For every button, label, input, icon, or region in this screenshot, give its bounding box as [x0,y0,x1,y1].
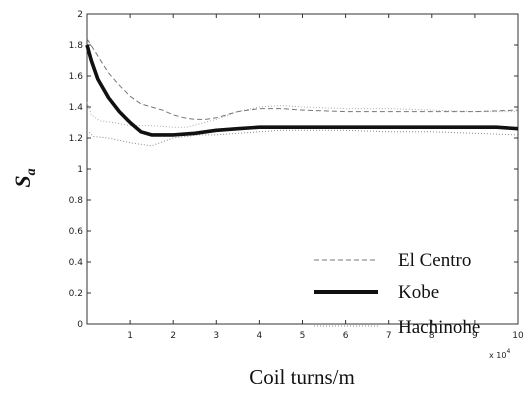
y-tick-label: 0.8 [69,196,84,206]
x-tick-label: 9 [472,331,478,341]
legend-label-hachinohe: Hachinohe [398,317,480,338]
x-tick-label: 7 [386,331,392,341]
x-tick-label: 5 [300,331,306,341]
plot-area [86,13,519,325]
series-line-kobe [85,44,519,137]
legend-label-el-centro: El Centro [398,250,471,271]
x-multiplier-exponent: 4 [506,348,510,355]
x-tick-label: 3 [213,331,219,341]
y-tick-label: 0.2 [69,289,83,299]
y-tick-label: 0 [77,320,83,330]
x-multiplier-label: x 104 [489,348,510,360]
y-axis-label: Sa [10,168,39,187]
y-tick-label: 2 [77,10,83,20]
series-line-hachinohe [86,129,519,147]
legend: El Centro Kobe Hachinohe [314,250,480,338]
x-tick-label: 8 [429,331,435,341]
x-axis-label: Coil turns/m [249,365,355,389]
svg-text:Sa: Sa [10,168,39,187]
y-tick-label: 1.4 [69,103,84,113]
x-tick-label: 1 [127,331,133,341]
x-tick-label: 10 [512,331,523,341]
x-tick-label: 4 [257,331,263,341]
y-axis-label-sub: a [24,168,39,175]
y-tick-label: 0.4 [69,258,84,268]
ticks: 0 0.2 0.4 0.6 0.8 1 1.2 1.4 1.6 1.8 2 1 2 3 4 5 6 7 8 9 10 [69,10,523,341]
y-tick-label: 1.6 [69,72,84,82]
y-tick-label: 1.2 [69,134,83,144]
y-tick-label: 1.8 [69,41,84,51]
y-tick-label: 0.6 [69,227,84,237]
legend-label-kobe: Kobe [398,282,439,303]
x-tick-label: 2 [170,331,176,341]
series-line-el-centro [86,38,519,120]
series-line-unlabeled [86,102,518,128]
x-tick-label: 6 [343,331,349,341]
y-axis-label-main: S [10,175,35,187]
series-group [85,38,519,147]
y-tick-label: 1 [77,165,83,175]
